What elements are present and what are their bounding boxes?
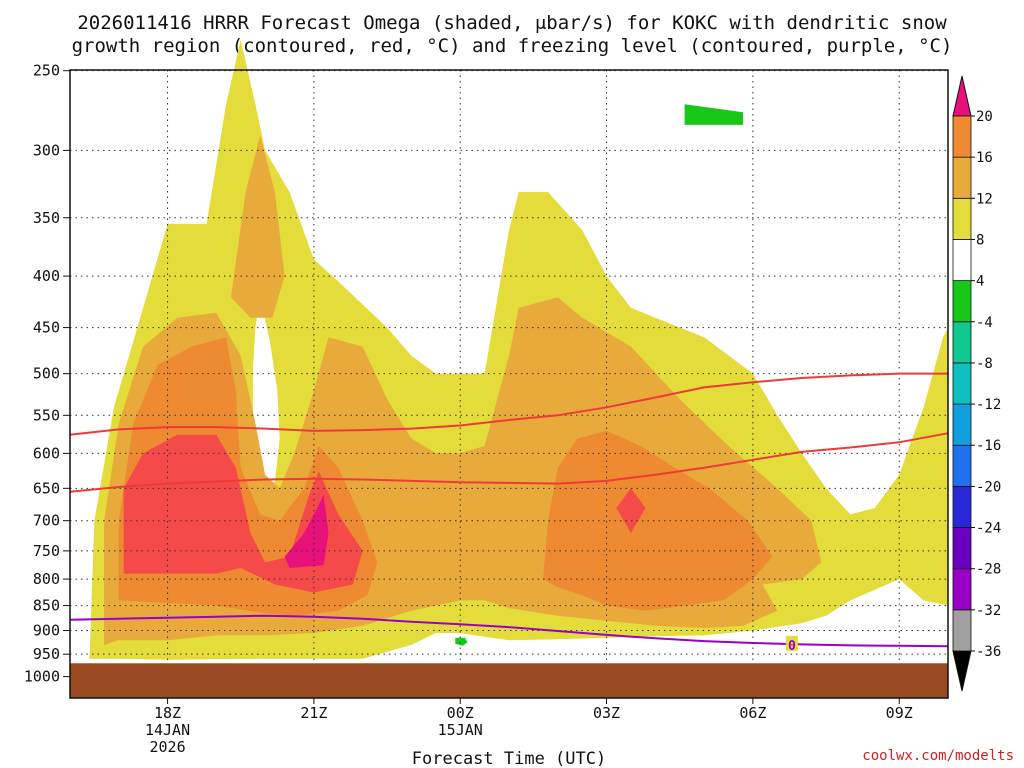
y-tick-label-700: 700: [33, 512, 60, 530]
below-ground-fill: [70, 663, 948, 698]
credit-text: coolwx.com/modelts: [862, 748, 1014, 764]
y-tick-label-800: 800: [33, 570, 60, 588]
x-tick-label-15JAN: 15JAN: [438, 721, 483, 739]
colorbar-legend: -36 -32 -28 -24 -20 -16 -12 -8 -4 4 8 12 16 20: [952, 75, 1001, 692]
grid-lines: [70, 70, 948, 698]
y-tick-label-250: 250: [33, 62, 60, 80]
colorbar-label--28: -28: [976, 562, 1001, 578]
colorbar-label-8: 8: [976, 232, 984, 248]
colorbar-segment--32: [952, 568, 972, 611]
contour-lines: 0: [69, 372, 949, 654]
x-tick-label-09Z: 09Z: [886, 704, 913, 722]
chart-title-line-1: 2026011416 HRRR Forecast Omega (shaded, …: [77, 12, 947, 34]
omega-neg-lower: [455, 637, 468, 646]
colorbar-label--36: -36: [976, 644, 1001, 660]
colorbar-label--4: -4: [976, 315, 993, 331]
colorbar-label--8: -8: [976, 356, 993, 372]
omega-ge4-hole: [252, 297, 280, 489]
colorbar-segment--4: [952, 280, 972, 323]
y-tick-label-900: 900: [33, 622, 60, 640]
chart-title-line-2: growth region (contoured, red, °C) and f…: [72, 35, 953, 57]
dgz-lower: [69, 432, 949, 493]
x-tick-label-06Z: 06Z: [739, 704, 766, 722]
y-tick-label-600: 600: [33, 444, 60, 462]
omega-ge12-right: [543, 430, 773, 611]
colorbar-segment--8: [952, 321, 972, 364]
freezing-label-background: [785, 635, 798, 651]
y-tick-label-950: 950: [33, 645, 60, 663]
chart-title: 2026011416 HRRR Forecast Omega (shaded, …: [72, 12, 953, 57]
colorbar-segment--12: [952, 362, 972, 405]
plot-frame: [69, 69, 949, 699]
colorbar-over-arrow: [952, 75, 972, 117]
x-tick-label-2026: 2026: [149, 738, 185, 756]
colorbar-segment--16: [952, 403, 972, 446]
colorbar-label--32: -32: [976, 603, 1001, 619]
dgz-upper: [69, 372, 948, 436]
colorbar-segment-4: [952, 239, 972, 282]
y-tick-label-400: 400: [33, 267, 60, 285]
omega-ge16-right: [616, 488, 646, 533]
colorbar-label--24: -24: [976, 521, 1001, 537]
colorbar-segment--36: [952, 609, 972, 652]
x-tick-label-21Z: 21Z: [300, 704, 327, 722]
colorbar-segment--20: [952, 444, 972, 487]
colorbar-segment-16: [952, 115, 972, 158]
omega-ge20: [284, 495, 329, 568]
freezing-level-line: [69, 614, 949, 648]
colorbar-segment--28: [952, 527, 972, 570]
colorbar-label--12: -12: [976, 397, 1001, 413]
colorbar-label--16: -16: [976, 438, 1001, 454]
y-tick-label-300: 300: [33, 141, 60, 159]
colorbar-segment-12: [952, 156, 972, 199]
x-tick-label-14JAN: 14JAN: [145, 721, 190, 739]
colorbar-under-arrow: [952, 650, 972, 692]
omega-shading: [89, 39, 948, 660]
y-tick-label-350: 350: [33, 209, 60, 227]
y-tick-label-550: 550: [33, 406, 60, 424]
colorbar-segment--24: [952, 485, 972, 528]
x-tick-label-00Z: 00Z: [447, 704, 474, 722]
x-tick-label-18Z: 18Z: [154, 704, 181, 722]
y-tick-label-750: 750: [33, 542, 60, 560]
y-tick-label-1000: 1000: [24, 668, 60, 686]
colorbar-segment-8: [952, 197, 972, 240]
colorbar-label-4: 4: [976, 274, 984, 290]
freezing-level-label: 0: [788, 639, 796, 654]
colorbar-label--20: -20: [976, 479, 1001, 495]
y-tick-label-650: 650: [33, 479, 60, 497]
colorbar-label-20: 20: [976, 109, 993, 125]
colorbar-label-16: 16: [976, 150, 993, 166]
colorbar-label-12: 12: [976, 191, 993, 207]
omega-ge8-upper: [231, 135, 285, 318]
plot-area: 0: [69, 39, 949, 699]
x-axis-title: Forecast Time (UTC): [412, 749, 606, 768]
y-tick-label-500: 500: [33, 365, 60, 383]
x-tick-label-03Z: 03Z: [593, 704, 620, 722]
omega-neg-upper: [684, 104, 744, 125]
y-axis: 250 300 350 400 450 500 550 600 650 700 750 800 850 9…: [24, 62, 70, 686]
y-tick-label-450: 450: [33, 319, 60, 337]
y-tick-label-850: 850: [33, 597, 60, 615]
